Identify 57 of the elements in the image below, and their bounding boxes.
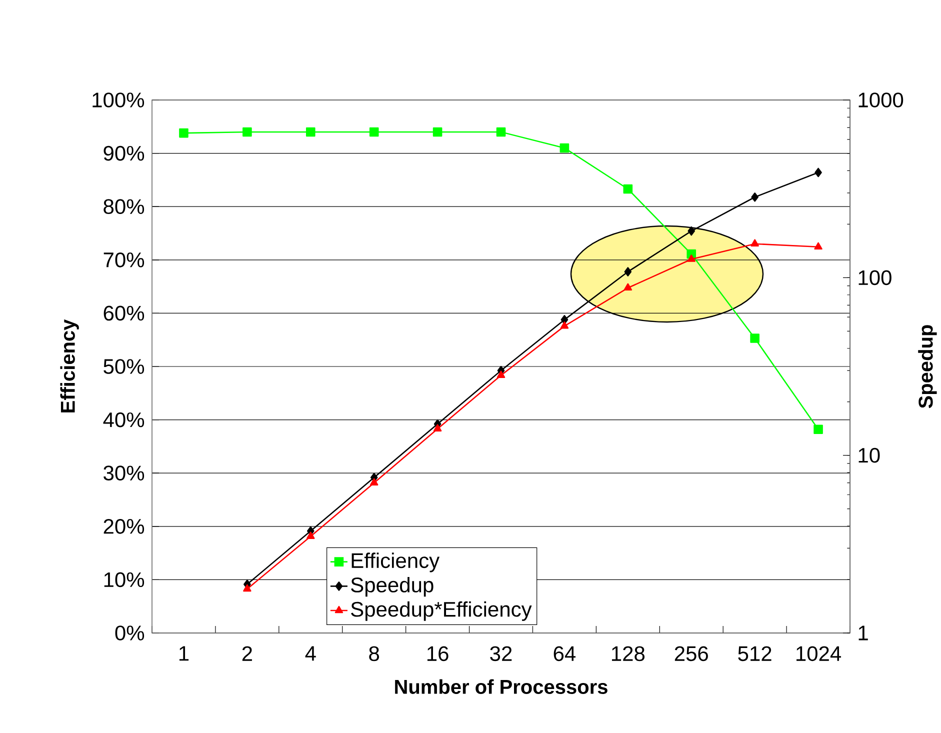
x-tick-label: 256: [674, 646, 708, 662]
point: [814, 424, 823, 434]
point: [496, 370, 506, 378]
point: [369, 127, 379, 137]
point: [306, 532, 315, 539]
y2-tick-label: 1: [858, 626, 868, 640]
point: [560, 143, 570, 153]
x-tick-label: 32: [490, 646, 512, 662]
point: [751, 192, 758, 202]
y-tick-label: 0%: [115, 626, 144, 640]
x-axis-title: Number of Processors: [395, 679, 608, 694]
point: [432, 127, 442, 137]
y-tick-label: 40%: [103, 412, 144, 428]
point: [814, 168, 822, 178]
y-tick-label: 50%: [104, 359, 144, 374]
y-tick-label: 90%: [104, 146, 144, 161]
x-tick-label: 1: [179, 646, 189, 661]
point: [560, 315, 568, 324]
y2-axis-title: Speedup: [918, 325, 937, 408]
y-tick-label: 100%: [92, 92, 144, 108]
point: [560, 321, 569, 329]
point: [750, 239, 759, 246]
x-tick-label: 4: [305, 646, 316, 661]
point: [243, 584, 252, 592]
y-tick-label: 60%: [104, 306, 144, 321]
point: [623, 184, 633, 194]
y-tick-label: 70%: [104, 252, 144, 268]
point: [179, 128, 188, 138]
y-tick-label: 20%: [104, 518, 144, 534]
legend-label: Speedup*Efficiency: [351, 601, 532, 621]
x-tick-label: 2: [242, 646, 252, 661]
x-tick-label: 512: [738, 646, 772, 662]
x-tick-label: 1024: [796, 646, 842, 662]
point: [687, 254, 696, 262]
x-tick-label: 8: [369, 646, 380, 662]
x-tick-label: 64: [554, 646, 576, 662]
y2-tick-label: 1000: [858, 92, 904, 108]
point: [370, 478, 378, 486]
y-axis-title: Efficiency: [60, 319, 79, 412]
y-tick-label: 30%: [104, 466, 144, 481]
y2-tick-label: 100: [858, 270, 892, 286]
point: [688, 226, 696, 236]
point: [496, 127, 506, 137]
point: [242, 127, 252, 137]
point: [814, 242, 822, 250]
point: [750, 334, 760, 343]
point: [624, 267, 632, 276]
y-tick-label: 80%: [104, 199, 144, 214]
x-tick-label: 16: [427, 646, 448, 662]
y2-tick-label: 10: [858, 448, 880, 463]
y-tick-label: 10%: [104, 572, 144, 588]
point: [624, 283, 632, 291]
point: [433, 424, 442, 432]
point: [306, 127, 316, 137]
legend-label: Speedup: [351, 576, 434, 597]
x-tick-label: 128: [612, 646, 645, 662]
legend-label: Efficiency: [352, 552, 440, 572]
